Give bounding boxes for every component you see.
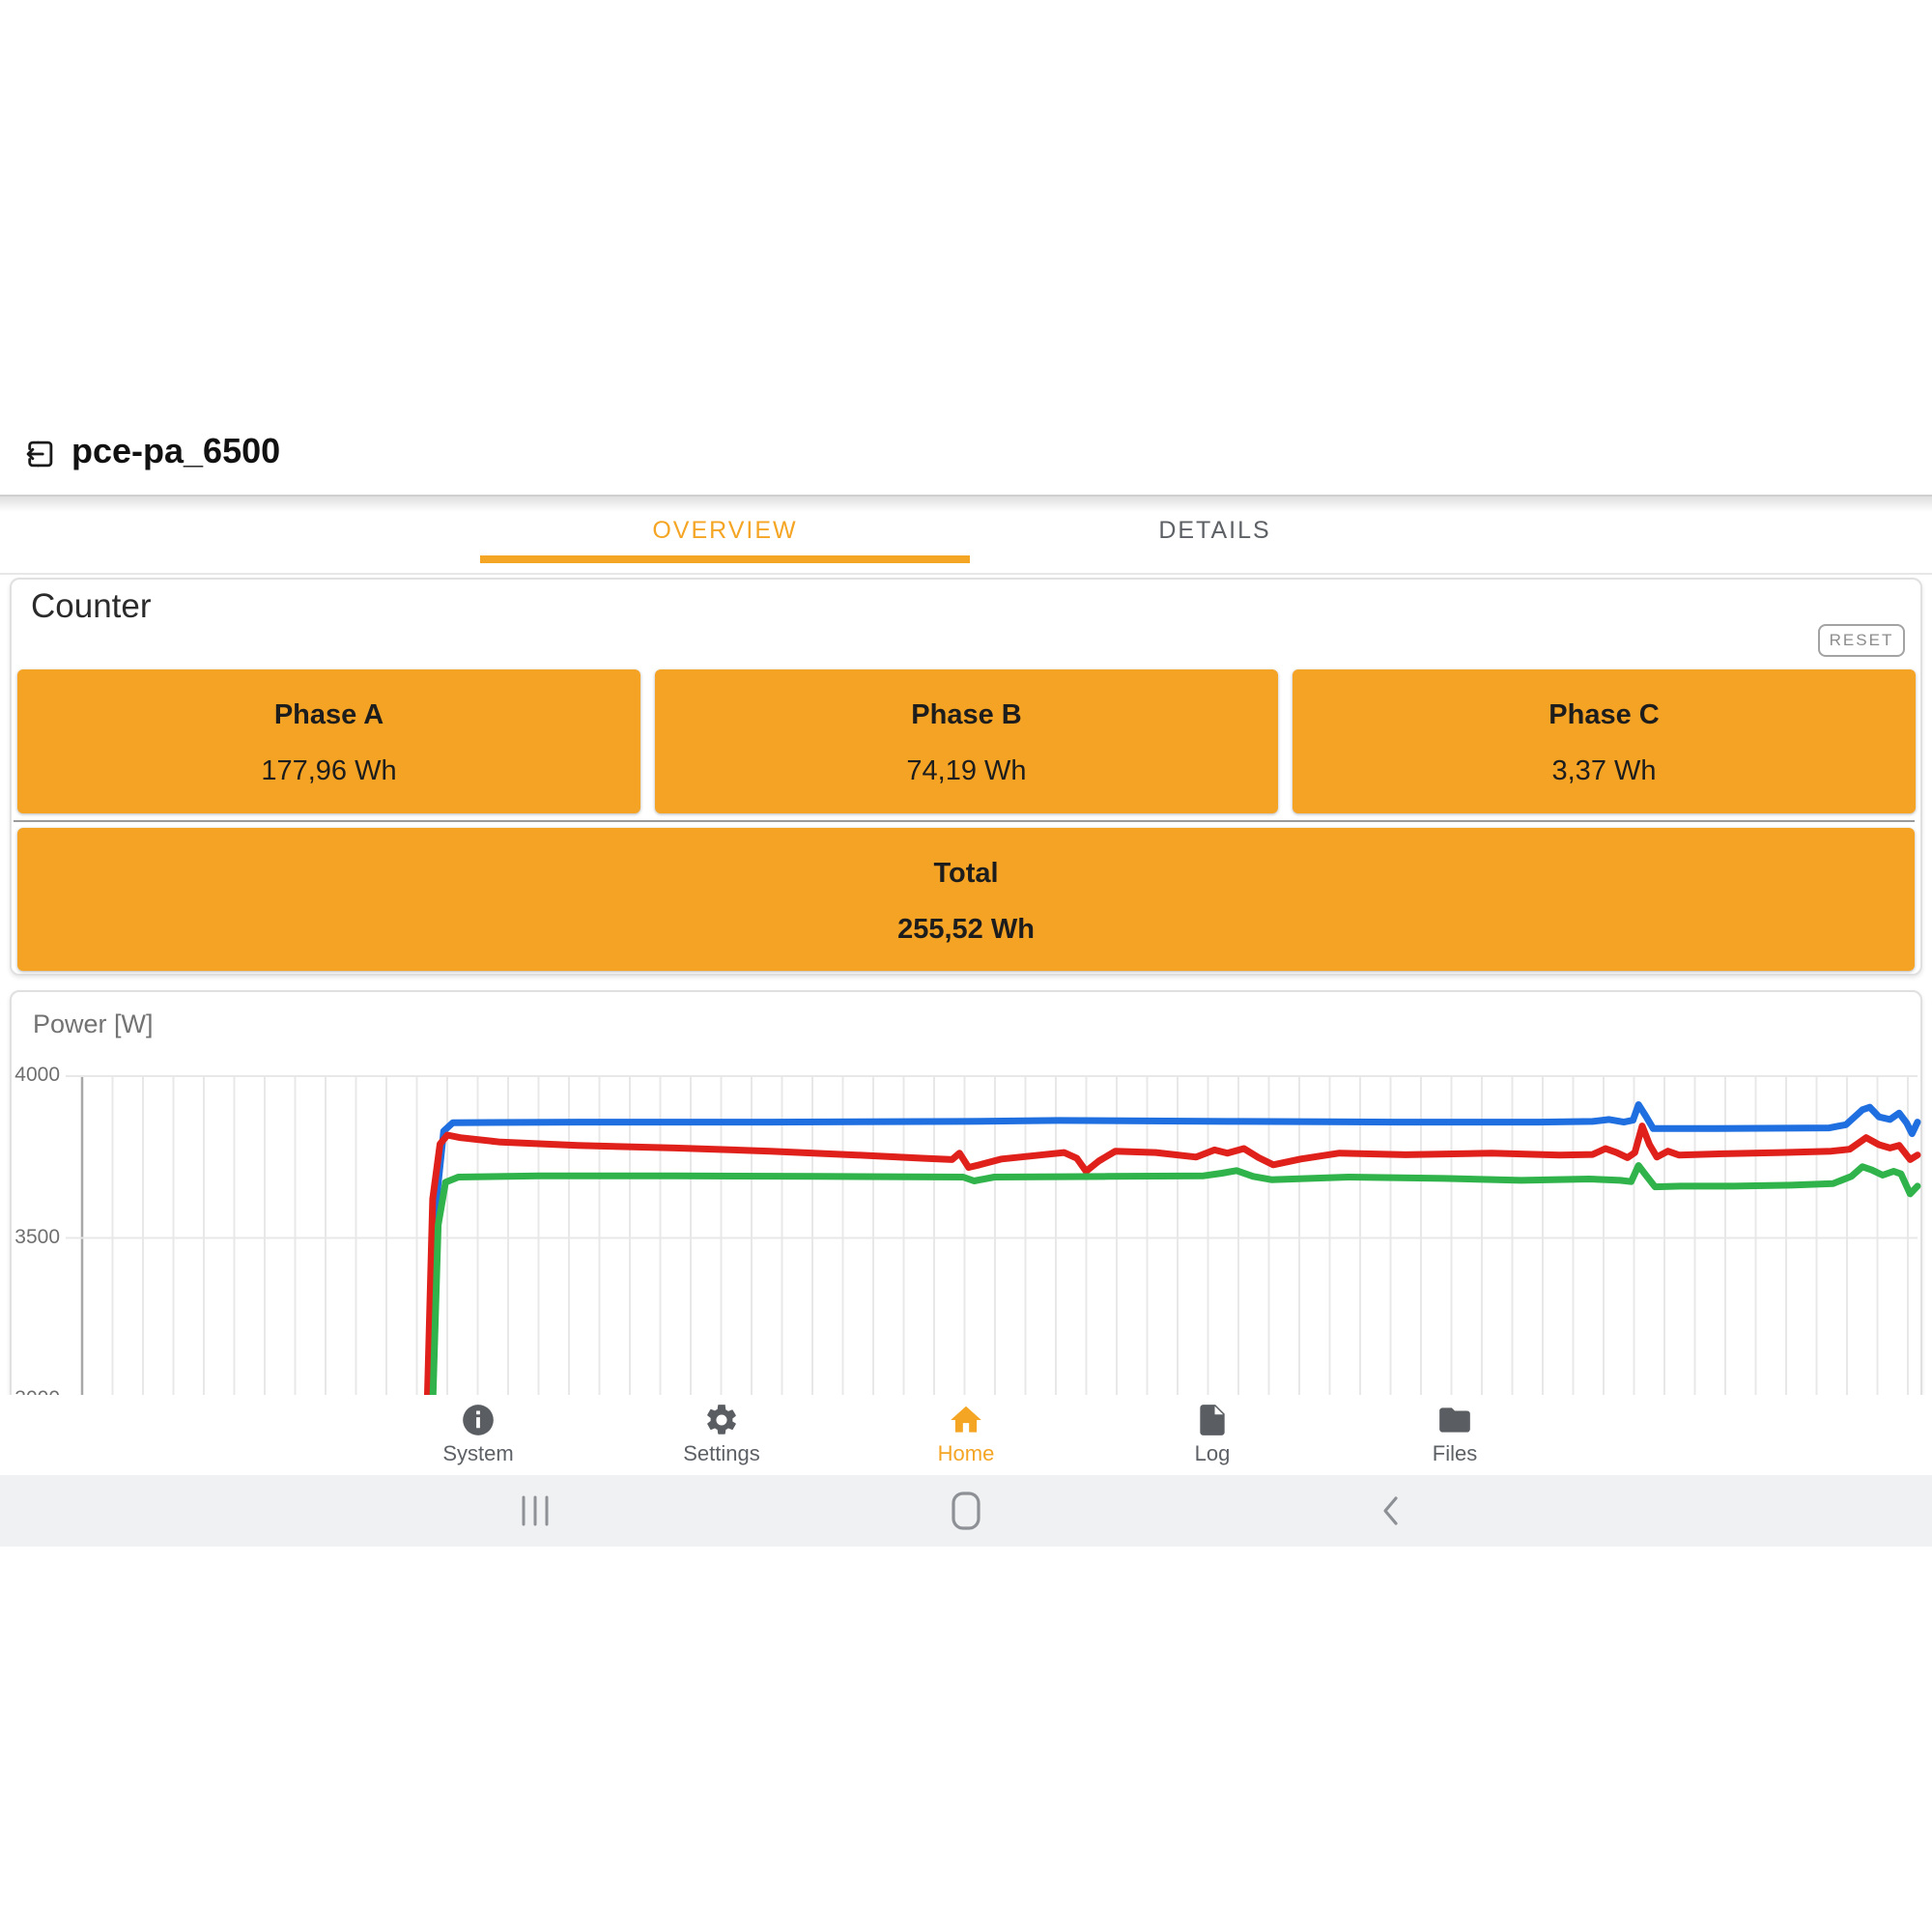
phase-total-divider [14, 820, 1915, 822]
android-system-bar [0, 1475, 1932, 1547]
nav-label-files: Files [1432, 1441, 1478, 1465]
home-pill-icon [952, 1492, 980, 1530]
header-divider [0, 495, 1932, 497]
nav-label-home: Home [937, 1441, 995, 1465]
document-icon [1200, 1405, 1225, 1435]
active-tab-underline [480, 555, 970, 563]
phase-b-value: 74,19 Wh [906, 755, 1027, 786]
counter-title: Counter [31, 587, 152, 625]
total-label: Total [933, 858, 999, 889]
recents-icon [522, 1495, 549, 1526]
total-card: Total 255,52 Wh [17, 828, 1915, 971]
nav-label-settings: Settings [683, 1441, 760, 1465]
phase-c-value: 3,37 Wh [1551, 755, 1657, 786]
counter-card: Counter RESET Phase A 177,96 Wh Phase B … [10, 578, 1922, 976]
tabs-divider [0, 573, 1932, 575]
reset-button[interactable]: RESET [1818, 624, 1905, 657]
back-button[interactable] [1352, 1475, 1430, 1547]
tab-details[interactable]: DETAILS [1158, 516, 1271, 544]
recents-button[interactable] [497, 1475, 574, 1547]
nav-item-log[interactable]: Log [1116, 1402, 1309, 1466]
info-icon [463, 1405, 494, 1435]
power-chart-card: Power [W] [10, 990, 1922, 1406]
phase-c-card: Phase C 3,37 Wh [1293, 669, 1916, 813]
nav-item-files[interactable]: Files [1358, 1402, 1551, 1466]
page-title: pce-pa_6500 [71, 431, 281, 470]
header-shadow [0, 497, 1932, 512]
settings-gear-icon [707, 1405, 736, 1435]
folder-icon [1439, 1407, 1470, 1433]
bottom-navigation: System Settings Home Log Files [0, 1395, 1932, 1475]
nav-item-settings[interactable]: Settings [625, 1402, 818, 1466]
chart-title: Power [W] [33, 1009, 154, 1038]
y-tick-4000: 4000 [14, 1064, 60, 1086]
total-value: 255,52 Wh [897, 914, 1035, 945]
phase-a-value: 177,96 Wh [261, 755, 397, 786]
y-tick-3500: 3500 [14, 1226, 60, 1248]
home-icon [951, 1406, 981, 1433]
phase-b-label: Phase B [911, 699, 1022, 730]
nav-label-log: Log [1194, 1441, 1231, 1465]
exit-app-icon[interactable] [21, 435, 58, 473]
phase-c-label: Phase C [1548, 699, 1660, 730]
nav-item-system[interactable]: System [382, 1402, 575, 1466]
phase-a-card: Phase A 177,96 Wh [17, 669, 640, 813]
phase-b-card: Phase B 74,19 Wh [655, 669, 1278, 813]
tab-overview[interactable]: OVERVIEW [652, 516, 798, 544]
back-chevron-icon [1383, 1496, 1398, 1525]
nav-label-system: System [442, 1441, 514, 1465]
nav-item-home[interactable]: Home [869, 1402, 1063, 1466]
phase-a-label: Phase A [273, 699, 384, 730]
home-button[interactable] [927, 1475, 1005, 1547]
